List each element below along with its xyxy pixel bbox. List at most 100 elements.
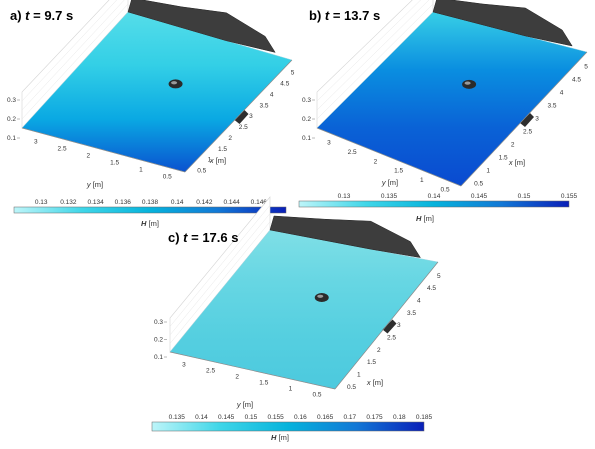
x-axis-symbol: x <box>366 378 373 387</box>
colorbar-tick-label: 0.155 <box>561 193 578 200</box>
x-tick-label: 2.5 <box>387 335 396 342</box>
x-tick-label: 3 <box>397 322 401 329</box>
colorbar-tick-label: 0.138 <box>142 199 159 206</box>
side-pier <box>382 319 397 334</box>
y-tick-label: 1 <box>289 385 293 392</box>
x-tick-label: 2 <box>228 135 232 142</box>
wall-gridline <box>169 205 271 327</box>
z-tick-label: 0.3 <box>154 319 163 326</box>
z-tick-label: 0.2 <box>154 337 163 344</box>
wall-gridline <box>316 3 434 120</box>
x-tick-label: 1.5 <box>499 154 508 161</box>
y-tick-label: 0.5 <box>313 391 322 398</box>
panel-b: b) t = 13.7 s0.10.20.332.521.510.5y [m] 0… <box>298 0 588 223</box>
x-axis-unit: [m] <box>373 378 383 387</box>
colorbar-tick-label: 0.175 <box>366 414 383 421</box>
colorbar-symbol: H <box>141 219 149 228</box>
y-tick-label: 2.5 <box>348 149 357 156</box>
x-tick-label: 1.5 <box>218 146 227 153</box>
y-axis-symbol: y <box>236 400 243 409</box>
colorbar-label: H [m] <box>271 433 289 442</box>
time-value: = 9.7 <box>33 8 66 23</box>
panel-label: a) <box>10 8 25 23</box>
x-tick-label: 4.5 <box>427 285 436 292</box>
colorbar-tick-label: 0.146 <box>251 199 268 206</box>
z-tick-label: 0.1 <box>7 135 16 142</box>
y-tick-label: 3 <box>327 140 331 147</box>
colorbar-unit: [m] <box>279 433 289 442</box>
x-axis-label: x [m] <box>366 378 383 387</box>
colorbar-tick-label: 0.136 <box>115 199 132 206</box>
wall-gridline <box>316 0 430 111</box>
colorbar-tick-label: 0.15 <box>518 193 531 200</box>
colorbar-tick-label: 0.134 <box>87 199 104 206</box>
y-tick-label: 2 <box>235 374 239 381</box>
y-axis-symbol: y <box>381 178 388 187</box>
wall-gridline <box>21 0 118 102</box>
x-tick-label: 5 <box>437 273 441 280</box>
y-tick-label: 0.5 <box>441 186 450 193</box>
time-unit: s <box>66 8 73 23</box>
x-tick-label: 5 <box>291 70 295 77</box>
x-tick-label: 1 <box>208 157 212 164</box>
panel-c: c) t = 17.6 s0.10.20.332.521.510.5y [m]0… <box>151 196 441 442</box>
colorbar <box>151 421 425 432</box>
cylinder-highlight <box>171 81 178 85</box>
x-tick-label: 3 <box>535 115 539 122</box>
cylinder-highlight <box>317 294 324 298</box>
x-axis-label: x [m] <box>209 156 226 165</box>
y-tick-label: 1.5 <box>110 160 119 167</box>
x-tick-label: 3.5 <box>407 310 416 317</box>
frame-edge <box>184 59 293 173</box>
panel-label: b) <box>309 8 325 23</box>
side-pier <box>520 113 534 127</box>
panel-title: b) t = 13.7 s <box>309 8 380 23</box>
colorbar-tick-label: 0.132 <box>60 199 77 206</box>
colorbar <box>13 206 287 214</box>
colorbar-tick-label: 0.18 <box>393 414 406 421</box>
time-value: = 13.7 <box>333 8 373 23</box>
frame-edge <box>316 127 462 187</box>
colorbar-tick-label: 0.155 <box>267 414 284 421</box>
y-axis-unit: [m] <box>243 400 253 409</box>
x-tick-label: 0.5 <box>197 168 206 175</box>
colorbar-tick-label: 0.16 <box>294 414 307 421</box>
z-tick-label: 0.2 <box>7 116 16 123</box>
colorbar-tick-label: 0.14 <box>195 414 208 421</box>
colorbar-unit: [m] <box>424 214 434 223</box>
y-tick-label: 2 <box>87 152 91 159</box>
y-axis-symbol: y <box>86 180 93 189</box>
x-tick-label: 3.5 <box>260 102 269 109</box>
z-tick-label: 0.3 <box>302 97 311 104</box>
wall-gridline <box>169 221 271 344</box>
colorbar-tick-label: 0.14 <box>171 199 184 206</box>
y-axis-label: y [m] <box>86 180 103 189</box>
frame-edge <box>21 127 186 173</box>
frame-edge <box>460 51 588 187</box>
colorbar-tick-label: 0.135 <box>381 193 398 200</box>
obstacle-ridge <box>432 0 573 47</box>
x-tick-label: 4.5 <box>280 81 289 88</box>
x-tick-label: 4 <box>270 91 274 98</box>
colorbar-unit: [m] <box>149 219 159 228</box>
time-value: = 17.6 <box>191 230 231 245</box>
x-tick-label: 0.5 <box>474 180 483 187</box>
colorbar-tick-label: 0.165 <box>317 414 334 421</box>
x-axis-symbol: x <box>508 158 515 167</box>
colorbar-tick-label: 0.144 <box>223 199 240 206</box>
colorbar-tick-label: 0.13 <box>35 199 48 206</box>
time-unit: s <box>373 8 380 23</box>
panel-title: c) t = 17.6 s <box>168 230 238 245</box>
z-tick-label: 0.3 <box>7 97 16 104</box>
colorbar-tick-label: 0.145 <box>218 414 235 421</box>
x-tick-label: 4.5 <box>572 76 581 83</box>
x-tick-label: 1.5 <box>367 359 376 366</box>
y-tick-label: 2.5 <box>206 368 215 375</box>
x-tick-label: 1 <box>357 372 361 379</box>
x-tick-label: 3.5 <box>548 102 557 109</box>
panel-label: c) <box>168 230 183 245</box>
x-tick-label: 3 <box>249 113 253 120</box>
colorbar-symbol: H <box>271 433 279 442</box>
y-axis-label: y [m] <box>381 178 398 187</box>
